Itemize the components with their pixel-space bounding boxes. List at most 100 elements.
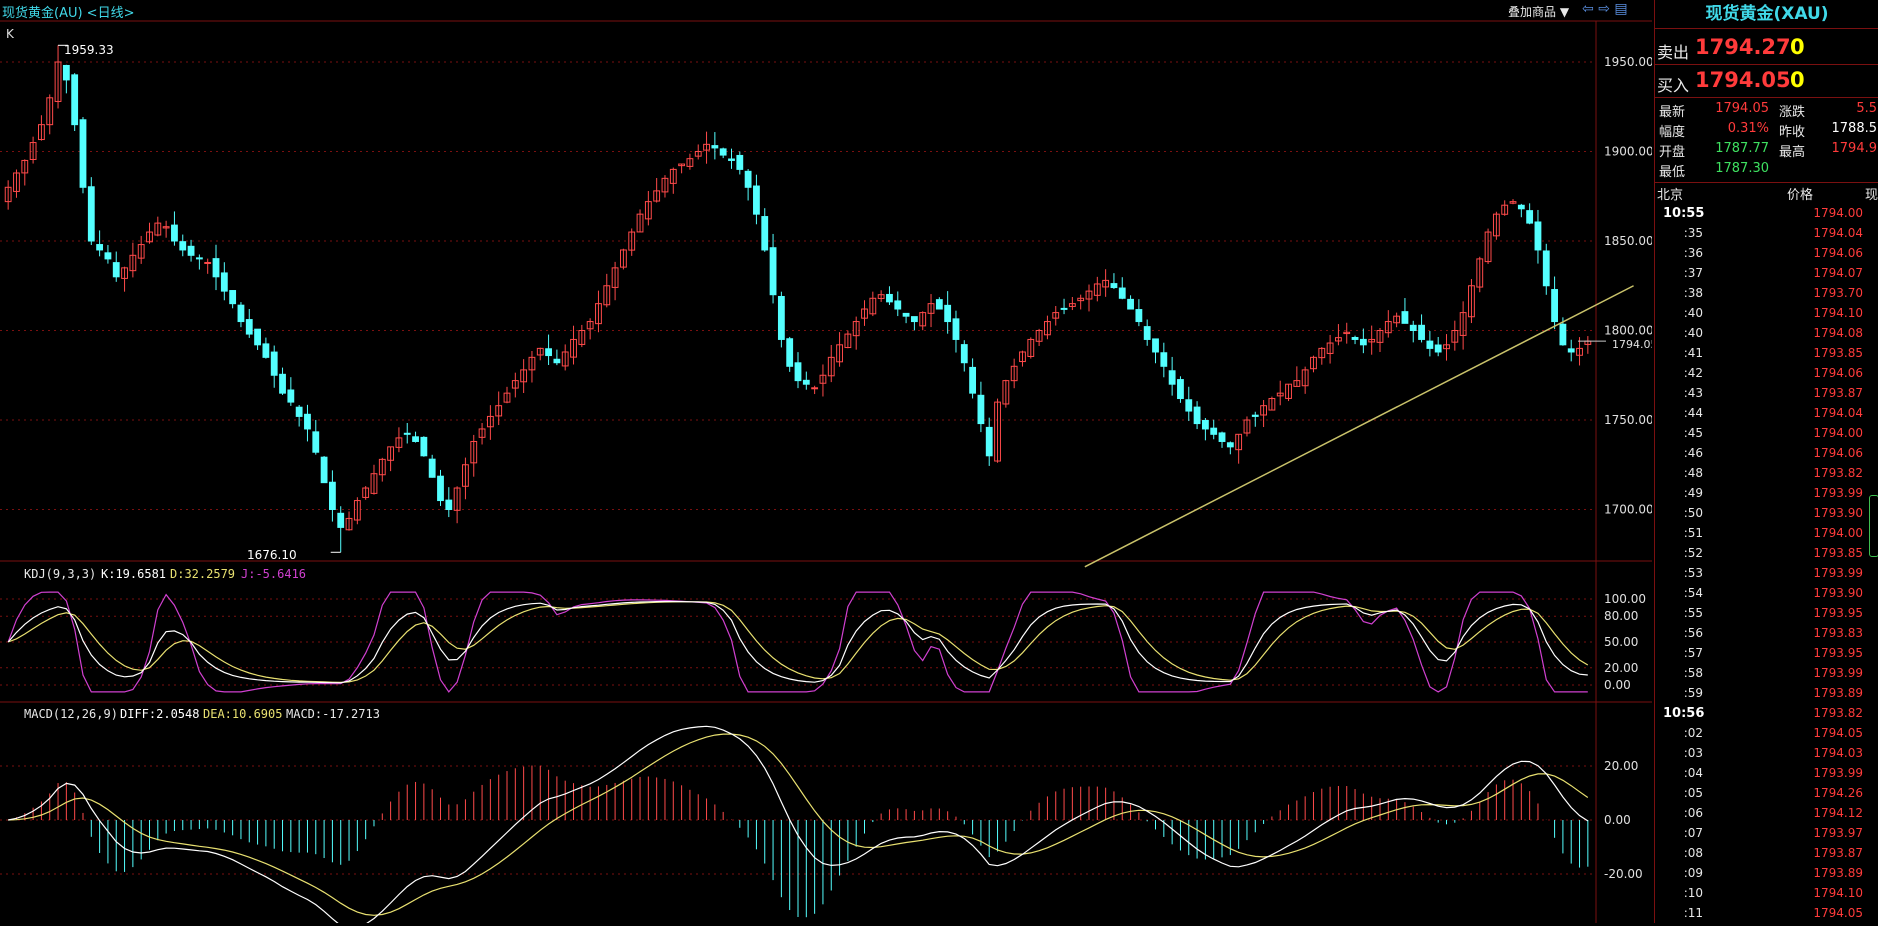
- candle-body: [220, 272, 228, 292]
- candle-body: [728, 158, 735, 161]
- tick-price: 1793.82: [1813, 466, 1863, 480]
- candle-body: [994, 401, 1001, 462]
- candle-body: [553, 358, 561, 364]
- tick-row[interactable]: :10 1794.10: [1655, 886, 1878, 906]
- tick-row[interactable]: :46 1794.06: [1655, 446, 1878, 466]
- candle-body: [154, 222, 162, 236]
- tick-row[interactable]: :44 1794.04: [1655, 406, 1878, 426]
- chart-canvas[interactable]: 1950.00 1900.00 1850.00 1800.00 1750.00 1700.…: [0, 0, 1652, 923]
- tick-price: 1794.04: [1813, 226, 1863, 240]
- candle-body: [1351, 337, 1359, 340]
- tick-row[interactable]: :11 1794.05: [1655, 906, 1878, 926]
- tick-row[interactable]: :07 1793.97: [1655, 826, 1878, 846]
- tick-row[interactable]: :45 1794.00: [1655, 426, 1878, 446]
- candle-body: [1301, 369, 1309, 387]
- candle-body: [1235, 433, 1243, 451]
- candle-body: [520, 369, 528, 383]
- candle-body: [536, 347, 544, 356]
- tick-time: :48: [1683, 466, 1703, 480]
- candle-body: [1576, 347, 1583, 356]
- candle-body: [595, 303, 602, 325]
- candle-body: [1143, 326, 1151, 340]
- panel-title: 现货黄金(XAU): [1705, 4, 1829, 24]
- candle-body: [719, 148, 727, 156]
- candle-body: [503, 392, 511, 403]
- sell-volume: 0: [1790, 35, 1805, 59]
- tick-row[interactable]: :02 1794.05: [1655, 726, 1878, 746]
- tick-row[interactable]: :52 1793.85: [1655, 546, 1878, 566]
- tick-row[interactable]: :43 1793.87: [1655, 386, 1878, 406]
- candle-body: [1509, 201, 1517, 204]
- candle-body: [204, 261, 212, 264]
- tick-price: 1794.03: [1813, 746, 1863, 760]
- candle-body: [769, 247, 777, 296]
- chart-grid: [0, 20, 1652, 923]
- tick-row[interactable]: :04 1793.99: [1655, 766, 1878, 786]
- candle-body: [711, 145, 719, 149]
- tick-price: 1794.12: [1813, 806, 1863, 820]
- candle-body: [1243, 419, 1251, 434]
- kdj-j-line: [7, 591, 1588, 693]
- tick-row[interactable]: :41 1793.85: [1655, 346, 1878, 366]
- candle-body: [694, 151, 702, 157]
- candle-body: [195, 257, 203, 260]
- tick-row[interactable]: :35 1794.04: [1655, 226, 1878, 246]
- tick-row[interactable]: :08 1793.87: [1655, 846, 1878, 866]
- candle-body: [1210, 427, 1218, 435]
- tick-row[interactable]: :05 1794.26: [1655, 786, 1878, 806]
- candle-body: [1135, 309, 1143, 323]
- candle-body: [761, 216, 769, 251]
- candle-body: [1459, 312, 1467, 336]
- price-tick-label: 1950.00: [1604, 55, 1652, 69]
- chart-header: 现货黄金(AU) <日线> 叠加商品 ▼ ⇦ ⇨ ▤: [0, 0, 1652, 21]
- candle-body: [13, 172, 20, 192]
- tick-row[interactable]: :42 1794.06: [1655, 366, 1878, 386]
- tick-price: 1794.10: [1813, 886, 1863, 900]
- tick-row[interactable]: :57 1793.95: [1655, 646, 1878, 666]
- kdj-tick-label: 20.00: [1604, 661, 1638, 675]
- candle-body: [827, 356, 835, 377]
- tick-row[interactable]: :38 1793.70: [1655, 286, 1878, 306]
- tick-row[interactable]: :48 1793.82: [1655, 466, 1878, 486]
- candle-body: [886, 293, 893, 303]
- candle-body: [753, 185, 760, 215]
- stat-value: 0.31%: [1727, 121, 1769, 136]
- tick-row[interactable]: :53 1793.99: [1655, 566, 1878, 586]
- tick-row[interactable]: :09 1793.89: [1655, 866, 1878, 886]
- tick-price: 1793.99: [1813, 666, 1863, 680]
- candle-body: [229, 290, 237, 305]
- tick-row[interactable]: :37 1794.07: [1655, 266, 1878, 286]
- candle-body: [171, 224, 178, 242]
- tick-row[interactable]: :59 1793.89: [1655, 686, 1878, 706]
- tick-row[interactable]: :55 1793.95: [1655, 606, 1878, 626]
- candle-body: [62, 64, 70, 81]
- tick-row[interactable]: 10:55 1794.00: [1655, 206, 1878, 226]
- tick-row[interactable]: :58 1793.99: [1655, 666, 1878, 686]
- left-arrow-icon[interactable]: ⇦: [1582, 1, 1594, 17]
- tick-row[interactable]: :51 1794.00: [1655, 526, 1878, 546]
- right-arrow-icon[interactable]: ⇨: [1598, 1, 1610, 17]
- candle-body: [1542, 250, 1550, 287]
- window-icon[interactable]: ▤: [1614, 1, 1628, 17]
- tick-row[interactable]: :36 1794.06: [1655, 246, 1878, 266]
- scrollbar[interactable]: [1869, 495, 1878, 557]
- tick-price: 1793.99: [1813, 566, 1863, 580]
- tick-time: :07: [1683, 826, 1703, 840]
- tick-row[interactable]: 10:56 1793.82: [1655, 706, 1878, 726]
- candle-body: [545, 348, 552, 357]
- tick-row[interactable]: :06 1794.12: [1655, 806, 1878, 826]
- candle-body: [187, 245, 195, 256]
- candle-body: [87, 186, 95, 242]
- tick-row[interactable]: :50 1793.90: [1655, 506, 1878, 526]
- candle-body: [836, 344, 843, 363]
- tick-price: 1793.85: [1813, 346, 1863, 360]
- tick-row[interactable]: :40 1794.08: [1655, 326, 1878, 346]
- tick-row[interactable]: :56 1793.83: [1655, 626, 1878, 646]
- macd-header: MACD(12,26,9) DIFF:2.0548 DEA:10.6905 MA…: [24, 707, 380, 721]
- candle-body: [1359, 338, 1367, 346]
- tick-row[interactable]: :03 1794.03: [1655, 746, 1878, 766]
- tick-row[interactable]: :54 1793.90: [1655, 586, 1878, 606]
- tick-row[interactable]: :40 1794.10: [1655, 306, 1878, 326]
- overlay-commodity-dropdown[interactable]: 叠加商品 ▼: [1508, 5, 1570, 19]
- tick-row[interactable]: :49 1793.99: [1655, 486, 1878, 506]
